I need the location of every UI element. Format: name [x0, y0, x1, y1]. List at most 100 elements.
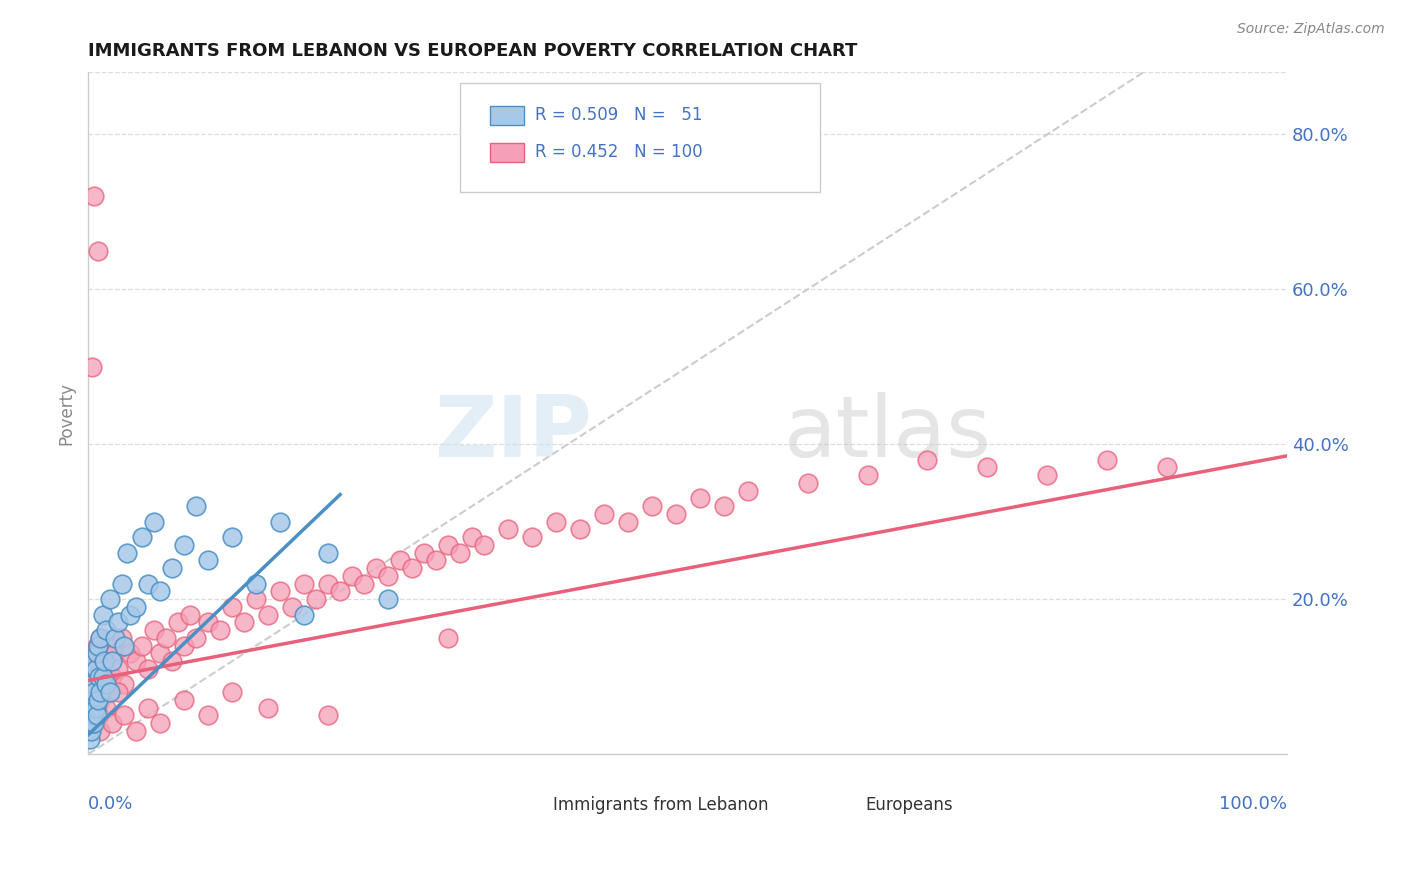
Point: [89, 631, 111, 645]
Point: [976, 460, 998, 475]
Point: [111, 576, 134, 591]
Point: [1036, 468, 1059, 483]
Point: [173, 538, 195, 552]
Point: [91, 670, 114, 684]
Text: 100.0%: 100.0%: [1219, 795, 1286, 813]
Point: [87, 639, 110, 653]
Point: [112, 639, 135, 653]
Text: Europeans: Europeans: [865, 797, 953, 814]
Point: [84, 700, 107, 714]
Point: [316, 546, 339, 560]
Point: [83, 685, 105, 699]
Point: [86, 708, 108, 723]
Point: [98, 685, 121, 699]
Point: [167, 615, 190, 630]
Point: [87, 244, 110, 258]
Point: [353, 576, 375, 591]
Point: [437, 538, 460, 552]
Point: [107, 662, 129, 676]
Point: [329, 584, 352, 599]
Point: [89, 708, 111, 723]
Point: [125, 723, 148, 738]
Point: [269, 584, 291, 599]
Point: [112, 708, 135, 723]
FancyBboxPatch shape: [460, 83, 820, 192]
Point: [101, 670, 124, 684]
Point: [84, 662, 107, 676]
Point: [101, 654, 124, 668]
Point: [80, 723, 103, 738]
Point: [413, 546, 436, 560]
Point: [186, 499, 208, 513]
Point: [82, 716, 104, 731]
Point: [120, 607, 142, 622]
Point: [233, 615, 256, 630]
Point: [316, 708, 339, 723]
Point: [89, 670, 111, 684]
Point: [377, 569, 399, 583]
Point: [520, 530, 543, 544]
Point: [162, 561, 184, 575]
Point: [80, 654, 103, 668]
Point: [80, 670, 103, 684]
Point: [796, 475, 818, 490]
Point: [316, 576, 339, 591]
Point: [713, 499, 735, 513]
Point: [292, 607, 315, 622]
Point: [120, 646, 142, 660]
Point: [143, 515, 166, 529]
FancyBboxPatch shape: [489, 106, 523, 125]
Point: [449, 546, 471, 560]
Point: [245, 576, 267, 591]
Point: [94, 654, 117, 668]
Point: [96, 623, 118, 637]
Text: R = 0.452   N = 100: R = 0.452 N = 100: [536, 144, 703, 161]
Point: [292, 576, 315, 591]
Point: [461, 530, 484, 544]
Point: [83, 716, 105, 731]
Text: R = 0.509   N =   51: R = 0.509 N = 51: [536, 106, 703, 124]
Point: [104, 646, 127, 660]
Point: [364, 561, 387, 575]
Point: [80, 693, 103, 707]
Point: [377, 592, 399, 607]
Point: [173, 693, 195, 707]
Point: [401, 561, 423, 575]
Point: [281, 599, 304, 614]
Point: [89, 723, 111, 738]
Point: [197, 553, 219, 567]
Point: [665, 507, 688, 521]
Point: [82, 677, 104, 691]
FancyBboxPatch shape: [831, 797, 858, 815]
Point: [89, 670, 111, 684]
Point: [80, 700, 103, 714]
Point: [125, 599, 148, 614]
Point: [1097, 452, 1119, 467]
Point: [112, 677, 135, 691]
Point: [107, 615, 129, 630]
Point: [91, 677, 114, 691]
Point: [82, 708, 104, 723]
Point: [111, 631, 134, 645]
Point: [83, 646, 105, 660]
Text: IMMIGRANTS FROM LEBANON VS EUROPEAN POVERTY CORRELATION CHART: IMMIGRANTS FROM LEBANON VS EUROPEAN POVE…: [89, 42, 858, 60]
Point: [87, 654, 110, 668]
Point: [80, 359, 103, 374]
Point: [1156, 460, 1178, 475]
Point: [104, 631, 127, 645]
Point: [425, 553, 447, 567]
Point: [83, 189, 105, 203]
Point: [84, 708, 107, 723]
Point: [82, 677, 104, 691]
Point: [89, 685, 111, 699]
Point: [86, 646, 108, 660]
Point: [80, 700, 103, 714]
Point: [107, 685, 129, 699]
Point: [96, 700, 118, 714]
Point: [143, 623, 166, 637]
Point: [80, 654, 103, 668]
Point: [155, 631, 177, 645]
Point: [592, 507, 614, 521]
Point: [305, 592, 328, 607]
Point: [472, 538, 495, 552]
